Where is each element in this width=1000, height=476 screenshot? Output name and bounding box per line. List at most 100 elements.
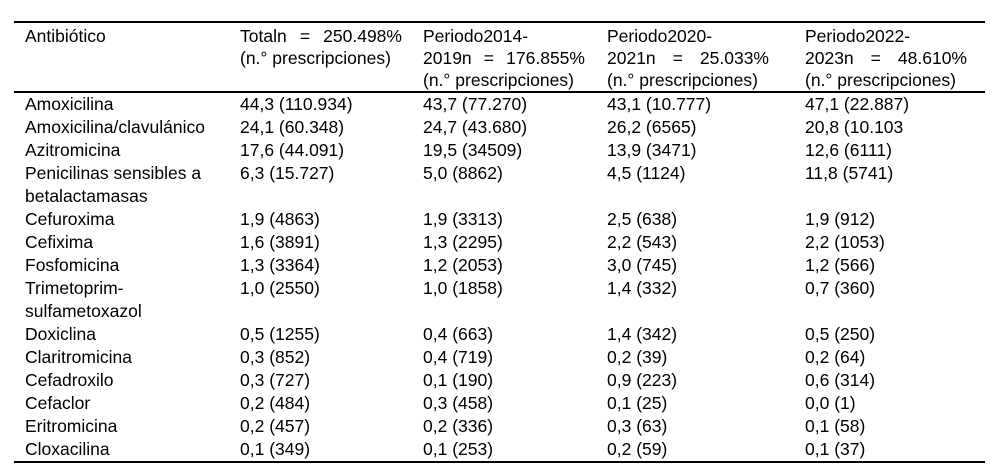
header-line-top: Periodo2020- [607,26,713,46]
periodo-2022-2023-value: 0,5 (250) [805,324,876,344]
periodo-2014-2019-value: 1,9 (3313) [423,209,503,229]
header-line-top: Periodo2022- [805,26,911,46]
total-value: 1,0 (2550) [240,278,320,298]
periodo-2014-2019-value: 1,0 (1858) [423,278,503,298]
periodo-2014-2019-value: 24,7 (43.680) [423,117,528,137]
antibiotic-name-cell: Cloxacilina [25,438,240,461]
table-row-cefixima: Cefixima 1,6 (3891) 1,3 (2295) 2,2 (543)… [14,231,985,254]
total-value: 17,6 (44.091) [240,140,345,160]
periodo-2020-2021-value: 0,2 (39) [607,347,668,367]
periodo-2014-2019-value: 0,4 (663) [423,324,494,344]
periodo-2022-2023-value: 1,2 (566) [805,255,876,275]
antibiotic-name-cell: Fosfomicina [25,254,240,277]
periodo-2014-2019-value: 5,0 (8862) [423,163,503,183]
periodo-2022-2023-value: 0,0 (1) [805,393,856,413]
antibiotic-name-wrap: betalactamasas [25,186,148,206]
periodo-2020-2021-value: 0,1 (25) [607,393,668,413]
total-value: 1,3 (3364) [240,255,320,275]
periodo-2020-2021-value: 43,1 (10.777) [607,94,712,114]
antibiotic-name-cell: Amoxicilina/clavulánico [25,116,240,139]
header-line-bottom: (n.° prescripciones) [805,70,956,90]
periodo-2022-2023-value: 2,2 (1053) [805,232,885,252]
antibiotic-name-cell: Trimetoprim- sulfametoxazol [25,277,240,323]
periodo-2014-2019-value: 0,3 (458) [423,393,494,413]
header-line-equation: Totaln = 250.498% [240,25,402,47]
header-equals-sign: = [299,26,311,46]
header-line-equation: 2023n = 48.610% [805,47,967,69]
periodo-2014-2019-value: 0,4 (719) [423,347,494,367]
periodo-2022-2023-value: 11,8 (5741) [805,163,894,183]
periodo-2014-2019-value: 0,1 (190) [423,370,494,390]
header-line-bottom: (n.° prescripciones) [423,70,574,90]
total-value: 24,1 (60.348) [240,117,345,137]
periodo-2022-2023-value: 0,2 (64) [805,347,866,367]
column-header-periodo-2020-2021: Periodo2020- 2021n = 25.033% (n.° prescr… [607,23,805,91]
total-value: 6,3 (15.727) [240,163,335,183]
header-line-bottom: (n.° prescripciones) [607,70,758,90]
header-n-label: Totaln [240,26,287,46]
table-row-cefaclor: Cefaclor 0,2 (484) 0,3 (458) 0,1 (25) 0,… [14,392,985,415]
antibiotic-name: Penicilinas sensibles a [25,163,202,183]
antibiotic-name-cell: Cefuroxima [25,208,240,231]
header-n-label: 2019n [423,48,472,68]
antibiotic-name: Trimetoprim- [25,278,124,298]
table-body: Amoxicilina 44,3 (110.934) 43,7 (77.270)… [14,93,985,461]
antibiotics-prescriptions-table: Antibiótico Totaln = 250.498% (n.° presc… [14,21,985,463]
header-equals-sign: = [672,48,683,68]
periodo-2020-2021-value: 4,5 (1124) [607,163,686,183]
table-row-cloxacilina: Cloxacilina 0,1 (349) 0,1 (253) 0,2 (59)… [14,438,985,461]
periodo-2020-2021-value: 1,4 (342) [607,324,678,344]
total-value: 1,9 (4863) [240,209,320,229]
periodo-2022-2023-value: 0,1 (58) [805,416,866,436]
periodo-2020-2021-value: 0,9 (223) [607,370,678,390]
periodo-2020-2021-value: 3,0 (745) [607,255,678,275]
antibiotic-name: Cloxacilina [25,439,110,459]
header-equals-sign: = [483,48,495,68]
periodo-2014-2019-value: 1,2 (2053) [423,255,503,275]
antibiotic-name-cell: Eritromicina [25,415,240,438]
header-percentage: 25.033% [699,48,769,68]
total-value: 44,3 (110.934) [240,94,353,114]
antibiotic-name-wrap: sulfametoxazol [25,301,142,321]
header-equals-sign: = [870,48,881,68]
total-value: 0,2 (457) [240,416,311,436]
periodo-2014-2019-value: 1,3 (2295) [423,232,503,252]
antibiotic-name: Cefaclor [25,393,91,413]
total-value: 0,3 (852) [240,347,311,367]
header-percentage: 250.498% [323,26,402,46]
antibiotic-name-cell: Azitromicina [25,139,240,162]
periodo-2020-2021-value: 1,4 (332) [607,278,678,298]
header-n-label: 2021n [607,48,656,68]
periodo-2022-2023-value: 0,7 (360) [805,278,876,298]
header-line-equation: 2021n = 25.033% [607,47,769,69]
periodo-2022-2023-value: 12,6 (6111) [805,140,892,160]
column-header-antibiotico: Antibiótico [25,26,106,46]
antibiotic-name: Doxiclina [25,324,96,344]
header-percentage: 48.610% [897,48,967,68]
table-row-penicilinas-sensibles: Penicilinas sensibles a betalactamasas 6… [14,162,985,208]
periodo-2014-2019-value: 19,5 (34509) [423,140,523,160]
column-header-periodo-2022-2023: Periodo2022- 2023n = 48.610% (n.° prescr… [805,23,985,91]
table-row-amoxicilina-clavulanico: Amoxicilina/clavulánico 24,1 (60.348) 24… [14,116,985,139]
antibiotic-name: Fosfomicina [25,255,120,275]
table-row-claritromicina: Claritromicina 0,3 (852) 0,4 (719) 0,2 (… [14,346,985,369]
total-value: 0,2 (484) [240,393,311,413]
periodo-2014-2019-value: 0,1 (253) [423,439,494,459]
periodo-2020-2021-value: 2,5 (638) [607,209,678,229]
periodo-2022-2023-value: 20,8 (10.103 [805,117,904,137]
antibiotic-name: Cefuroxima [25,209,115,229]
antibiotic-name-cell: Claritromicina [25,346,240,369]
table-row-cefuroxima: Cefuroxima 1,9 (4863) 1,9 (3313) 2,5 (63… [14,208,985,231]
header-n-label: 2023n [805,48,854,68]
table-header-row: Antibiótico Totaln = 250.498% (n.° presc… [14,23,985,93]
antibiotic-name: Eritromicina [25,416,118,436]
table-row-amoxicilina: Amoxicilina 44,3 (110.934) 43,7 (77.270)… [14,93,985,116]
antibiotic-name-cell: Cefixima [25,231,240,254]
antibiotic-name: Claritromicina [25,347,132,367]
antibiotic-name: Amoxicilina/clavulánico [25,117,205,137]
table-row-fosfomicina: Fosfomicina 1,3 (3364) 1,2 (2053) 3,0 (7… [14,254,985,277]
periodo-2020-2021-value: 13,9 (3471) [607,140,697,160]
antibiotic-name-cell: Cefadroxilo [25,369,240,392]
table-row-eritromicina: Eritromicina 0,2 (457) 0,2 (336) 0,3 (63… [14,415,985,438]
